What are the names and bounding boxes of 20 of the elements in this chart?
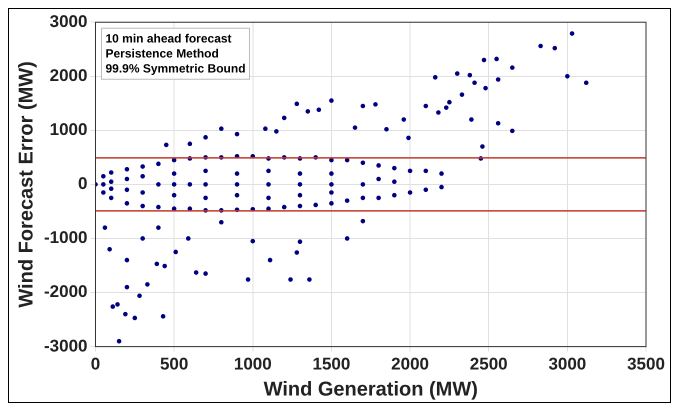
x-tick-label: 500 xyxy=(160,354,188,374)
y-axis-title: Wind Forecast Error (MW) xyxy=(16,61,38,308)
y-tick-label: 1000 xyxy=(50,120,88,140)
y-tick-label: 2000 xyxy=(50,66,88,85)
annotation: 10 min ahead forecast xyxy=(105,32,232,46)
x-tick-label: 2000 xyxy=(391,354,429,374)
y-tick-label: 0 xyxy=(78,174,88,194)
y-tick-label: 3000 xyxy=(50,12,88,31)
x-tick-label: 3000 xyxy=(548,354,586,374)
x-axis-title: Wind Generation (MW) xyxy=(264,378,478,401)
y-tick-label: -2000 xyxy=(44,282,88,302)
annotation: 99.9% Symmetric Bound xyxy=(105,62,246,76)
annotation: Persistence Method xyxy=(105,46,219,61)
y-tick-label: -1000 xyxy=(44,228,88,248)
x-tick-label: 3500 xyxy=(627,354,665,374)
x-tick-label: 2500 xyxy=(470,354,508,374)
x-tick-label: 1000 xyxy=(234,354,272,374)
x-tick-label: 0 xyxy=(90,354,100,374)
x-tick-label: 1500 xyxy=(312,354,350,374)
y-tick-label: -3000 xyxy=(44,336,88,356)
